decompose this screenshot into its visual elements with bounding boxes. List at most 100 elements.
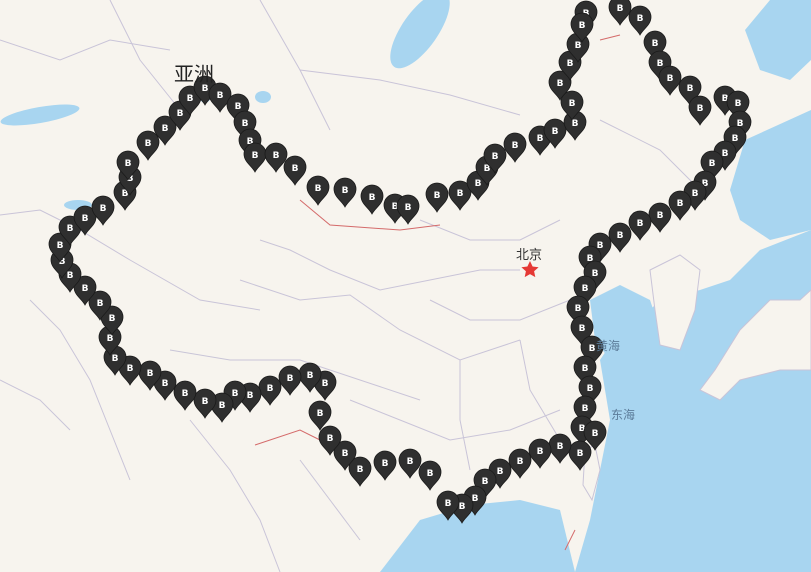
pacific-ocean (575, 230, 811, 572)
pin-label: B (342, 186, 349, 196)
map-pin-icon[interactable]: B (88, 290, 112, 321)
pin-label: B (82, 284, 89, 294)
map-pin-icon[interactable]: B (118, 355, 142, 386)
map-pin-icon[interactable]: B (448, 180, 472, 211)
map-pin-icon[interactable]: B (373, 450, 397, 481)
pin-label: B (67, 271, 74, 281)
map-pin-icon[interactable]: B (58, 215, 82, 246)
pin-label: B (582, 364, 589, 374)
map-pin-icon[interactable]: B (548, 70, 572, 101)
map-pin-icon[interactable]: B (138, 360, 162, 391)
pin-label: B (445, 499, 452, 509)
pin-label: B (247, 137, 254, 147)
pin-label: B (100, 204, 107, 214)
pin-label: B (587, 254, 594, 264)
pin-label: B (592, 429, 599, 439)
capital-star-icon[interactable] (521, 261, 539, 278)
map-pin-icon[interactable]: B (178, 85, 202, 116)
map-pin-icon[interactable]: B (360, 184, 384, 215)
map-pin-icon[interactable]: B (264, 142, 288, 173)
pin-label: B (652, 39, 659, 49)
pin-label: B (617, 4, 624, 14)
pin-label: B (577, 449, 584, 459)
map-pin-icon[interactable]: B (418, 460, 442, 491)
map-pin-icon[interactable]: B (116, 150, 140, 181)
map-pin-icon[interactable]: B (508, 448, 532, 479)
map-pin-icon[interactable]: B (73, 205, 97, 236)
pin-label: B (537, 447, 544, 457)
pin-label: B (125, 159, 132, 169)
map-pin-icon[interactable]: B (243, 142, 267, 173)
lake-baikal (390, 0, 450, 69)
pin-label: B (475, 179, 482, 189)
map-pin-icon[interactable]: B (318, 425, 342, 456)
map-pin-icon[interactable]: B (333, 177, 357, 208)
map-pin-icon[interactable]: B (570, 12, 594, 43)
korea-peninsula (649, 254, 701, 351)
map-pin-icon[interactable]: B (258, 375, 282, 406)
pin-label: B (247, 391, 254, 401)
pin-label: B (592, 269, 599, 279)
pin-label: B (287, 374, 294, 384)
map-pin-icon[interactable]: B (658, 65, 682, 96)
pin-label: B (59, 257, 66, 267)
pin-label: B (657, 211, 664, 221)
map-pin-icon[interactable]: B (436, 490, 460, 521)
map-pin-icon[interactable]: B (528, 438, 552, 469)
map-pin-icon[interactable]: B (628, 5, 652, 36)
pin-label: B (122, 189, 129, 199)
pin-label: B (147, 369, 154, 379)
map-pin-icon[interactable]: B (193, 388, 217, 419)
map-pin-icon[interactable]: B (396, 194, 420, 225)
map-pin-icon[interactable]: B (91, 195, 115, 226)
map-pin-icon[interactable]: B (583, 420, 607, 451)
map-pin-icon[interactable]: B (628, 210, 652, 241)
pin-label: B (57, 241, 64, 251)
map-pin-icon[interactable]: B (48, 232, 72, 263)
pin-label: B (582, 284, 589, 294)
map-pin-icon[interactable]: B (153, 115, 177, 146)
map-pin-icon[interactable]: B (73, 275, 97, 306)
map-pin-icon[interactable]: B (306, 175, 330, 206)
map-pin-icon[interactable]: B (333, 440, 357, 471)
pin-label: B (127, 174, 134, 184)
map-pin-icon[interactable]: B (153, 370, 177, 401)
map-pin-icon[interactable]: B (100, 305, 124, 336)
map-pin-icon[interactable]: B (398, 448, 422, 479)
pin-label: B (177, 109, 184, 119)
pin-label: B (697, 104, 704, 114)
map-pin-icon[interactable]: B (688, 95, 712, 126)
pin-label: B (112, 354, 119, 364)
pin-label: B (567, 59, 574, 69)
east-sea-label: 东海 (611, 408, 636, 422)
map-pin-icon[interactable]: B (608, 0, 632, 26)
map-pin-icon[interactable]: B (543, 118, 567, 149)
map-pin-icon[interactable]: B (568, 440, 592, 471)
map-pin-icon[interactable]: B (210, 392, 234, 423)
pin-label: B (369, 193, 376, 203)
map-pin-icon[interactable]: B (136, 130, 160, 161)
pin-label: B (457, 189, 464, 199)
map-pin-icon[interactable]: B (173, 380, 197, 411)
map-pin-icon[interactable]: B (483, 143, 507, 174)
map-pin-icon[interactable]: B (648, 202, 672, 233)
map-pin-icon[interactable]: B (283, 155, 307, 186)
map-pin-icon[interactable]: B (608, 222, 632, 253)
map-pin-icon[interactable]: B (348, 456, 372, 487)
lake-balkhash (0, 104, 80, 126)
pin-label: B (597, 241, 604, 251)
pin-label: B (202, 397, 209, 407)
pin-label: B (97, 299, 104, 309)
map-pin-icon[interactable]: B (668, 190, 692, 221)
map-pin-icon[interactable]: B (503, 132, 527, 163)
yellow-sea-label: 黄海 (596, 339, 621, 353)
map-pin-icon[interactable]: B (298, 362, 322, 393)
map-pin-icon[interactable]: B (308, 400, 332, 431)
map-pin-icon[interactable]: B (560, 90, 584, 121)
map-pin-icon[interactable]: B (425, 182, 449, 213)
map-pin-icon[interactable]: B (278, 365, 302, 396)
map-pin-icon[interactable]: B (548, 433, 572, 464)
pin-label: B (273, 151, 280, 161)
